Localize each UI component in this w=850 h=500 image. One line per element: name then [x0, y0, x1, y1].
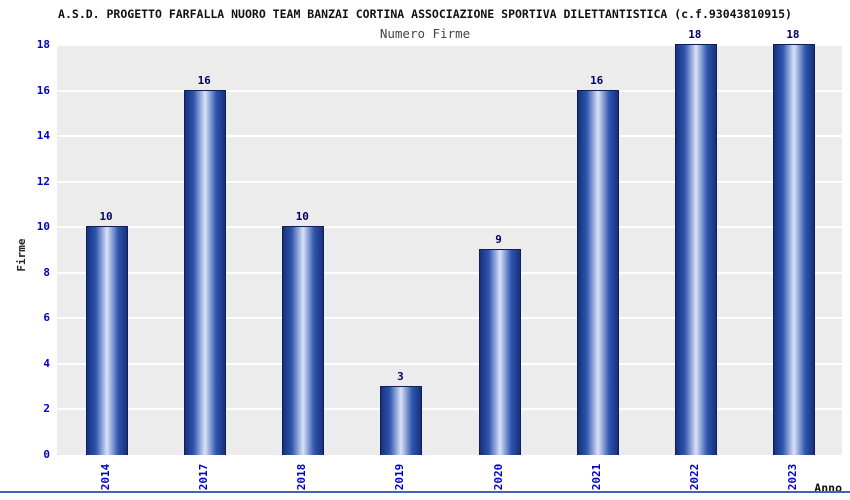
plot-area: 10 16 10 3 9 16 18 18 — [57, 28, 842, 455]
bar — [576, 90, 619, 455]
y-tick-label: 16 — [36, 83, 50, 97]
gridline — [57, 362, 842, 365]
bottom-accent-line — [0, 491, 850, 493]
x-tick-label: 2014 — [99, 463, 113, 491]
x-tick-label: 2018 — [295, 463, 309, 491]
bar-value-label: 10 — [99, 210, 113, 223]
bar — [772, 44, 815, 455]
bar-value-label: 18 — [688, 28, 702, 41]
bar — [86, 226, 129, 455]
x-tick-label: 2020 — [491, 463, 505, 491]
bar — [282, 226, 325, 455]
y-tick-label: 12 — [36, 174, 50, 188]
x-tick-label: 2021 — [589, 463, 603, 491]
gridline — [57, 226, 842, 229]
chart-title: A.S.D. PROGETTO FARFALLA NUORO TEAM BANZ… — [58, 7, 792, 21]
gridline — [57, 135, 842, 138]
bar-value-label: 16 — [197, 74, 211, 87]
bar — [478, 249, 521, 455]
bar-value-label: 3 — [397, 370, 404, 383]
y-tick-label: 10 — [36, 220, 50, 234]
x-tick-label: 2019 — [393, 463, 407, 491]
gridline — [57, 317, 842, 320]
y-tick-label: 14 — [36, 129, 50, 143]
bar — [380, 386, 423, 455]
y-tick-label: 0 — [43, 448, 50, 461]
gridline — [57, 271, 842, 274]
bar — [184, 90, 227, 455]
y-tick-label: 6 — [43, 311, 50, 325]
x-tick-label: 2023 — [785, 463, 799, 491]
bar-value-label: 18 — [786, 28, 800, 41]
x-tick-label: 2022 — [687, 463, 701, 491]
gridline — [57, 180, 842, 183]
x-tick-label: 2017 — [197, 463, 211, 491]
y-tick-label: 18 — [36, 38, 50, 51]
bar-value-label: 16 — [590, 74, 604, 87]
y-tick-label: 2 — [43, 402, 50, 416]
y-tick-label: 4 — [43, 356, 50, 370]
bar — [674, 44, 717, 455]
y-tick-label: 8 — [43, 265, 50, 279]
bar-value-label: 9 — [495, 233, 502, 246]
gridline — [57, 408, 842, 411]
gridline — [57, 44, 842, 46]
chart-subtitle: Numero Firme — [379, 26, 471, 41]
bar-value-label: 10 — [295, 210, 309, 223]
gridline — [57, 89, 842, 92]
